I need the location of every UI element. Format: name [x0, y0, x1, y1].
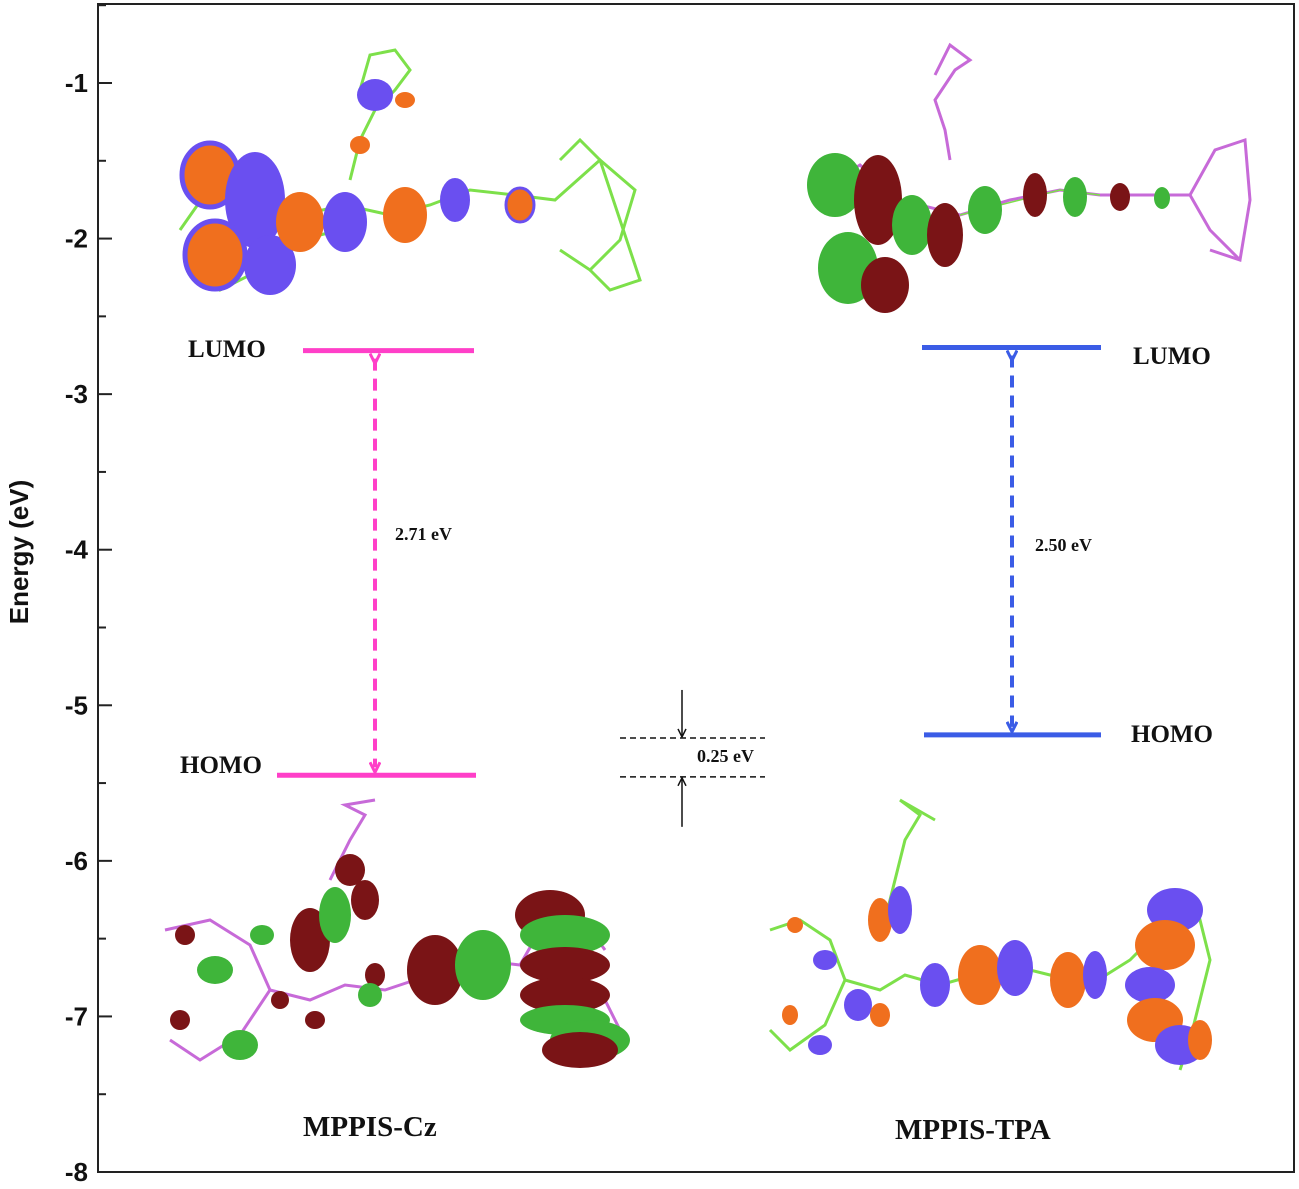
y-tick-label: -7 [65, 1001, 88, 1031]
y-axis-title: Energy (eV) [4, 480, 34, 625]
cz-gap-label: 2.71 eV [395, 524, 452, 544]
homo-orbital-orange-purple-icon [768, 798, 1212, 1071]
tpa-lumo-label: LUMO [1133, 343, 1211, 370]
y-axis-tick-labels: -1 -2 -3 -4 -5 -6 -7 -8 [65, 68, 89, 1187]
tpa-gap-label: 2.50 eV [1035, 535, 1092, 555]
y-tick-label: -2 [65, 224, 88, 254]
y-tick-label: -1 [65, 68, 88, 98]
lumo-orbital-orange-purple-icon [178, 48, 642, 295]
y-tick-label: -8 [65, 1157, 88, 1187]
cz-homo-label: HOMO [180, 752, 262, 779]
y-tick-label: -4 [65, 535, 89, 565]
y-axis-ticks [98, 4, 112, 1173]
y-tick-label: -3 [65, 379, 88, 409]
tpa-homo-label: HOMO [1131, 721, 1213, 748]
y-tick-label: -6 [65, 846, 88, 876]
cz-molecule-name: MPPIS-Cz [303, 1111, 437, 1143]
homo-orbital-green-darkred-icon [164, 798, 630, 1068]
homo-offset-label: 0.25 eV [697, 746, 754, 766]
lumo-orbital-green-darkred-icon [807, 42, 1252, 313]
y-tick-label: -5 [65, 690, 88, 720]
tpa-molecule-name: MPPIS-TPA [895, 1114, 1051, 1146]
cz-lumo-label: LUMO [188, 336, 266, 363]
